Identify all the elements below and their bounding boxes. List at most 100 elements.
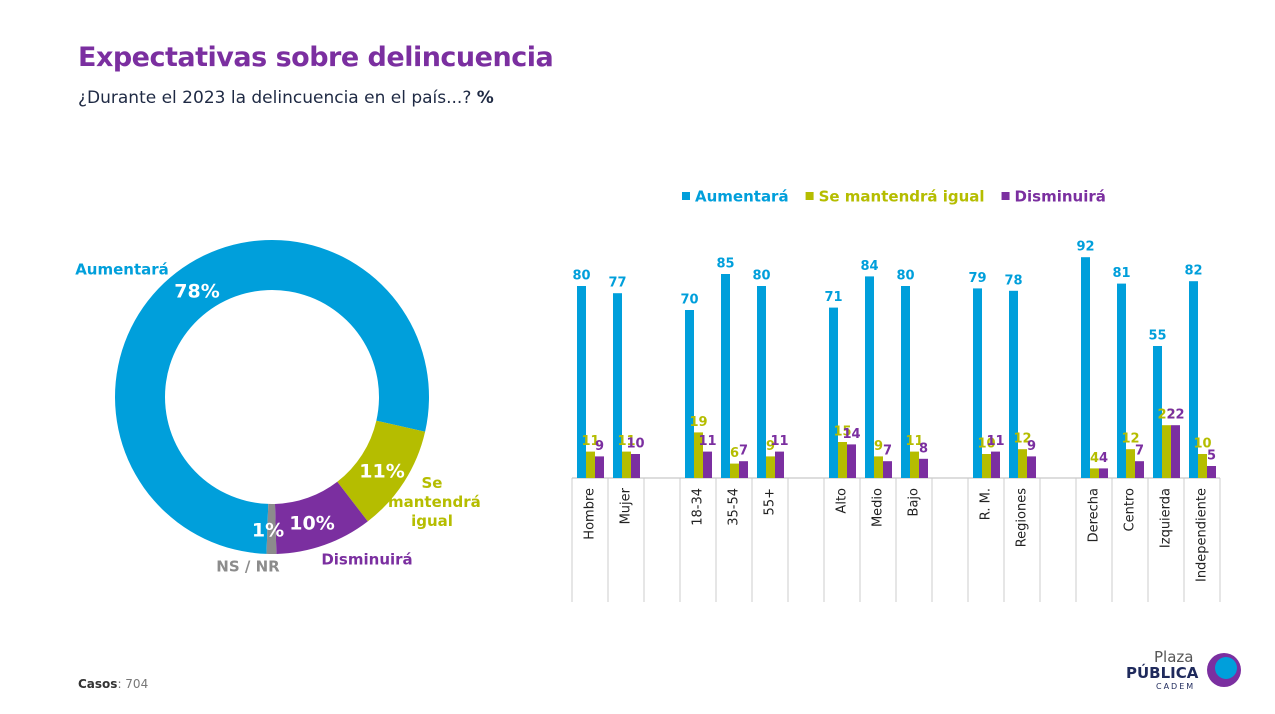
- cases: Casos: 704: [78, 677, 148, 691]
- legend-label: Aumentará: [695, 188, 789, 206]
- bar: [739, 461, 748, 478]
- bar: [919, 458, 928, 478]
- donut-slice: [266, 503, 277, 554]
- value-label: 9: [874, 439, 883, 454]
- slice-label: 78%: [174, 281, 219, 303]
- slice-label: 1%: [252, 520, 284, 542]
- value-label: 9: [595, 439, 604, 454]
- x-tick-label: Derecha: [1087, 488, 1102, 542]
- bar: [766, 456, 775, 478]
- bar: [1117, 283, 1126, 478]
- logo: Plaza PÚBLICA CADEM: [1126, 648, 1198, 691]
- subtitle: ¿Durante el 2023 la delincuencia en el p…: [78, 88, 494, 108]
- bar: [631, 454, 640, 478]
- cases-value: : 704: [117, 677, 149, 691]
- value-label: 6: [730, 446, 739, 461]
- bar: [1009, 290, 1018, 478]
- x-tick-label: R. M.: [979, 488, 994, 520]
- x-tick-label: 18-34: [691, 488, 706, 526]
- title: Expectativas sobre delincuencia: [78, 42, 554, 73]
- bar: [910, 451, 919, 478]
- category-label: Se mantendrá igual: [388, 474, 481, 530]
- bar: [829, 307, 838, 478]
- value-label: 12: [1121, 432, 1139, 447]
- x-tick-label: Centro: [1123, 488, 1138, 531]
- value-label: 10: [1193, 437, 1211, 452]
- bar: [622, 451, 631, 478]
- bar: [586, 451, 595, 478]
- bar: [1027, 456, 1036, 478]
- bar: [1126, 449, 1135, 478]
- value-label: 9: [766, 439, 775, 454]
- value-label: 11: [617, 434, 635, 449]
- bar: [847, 444, 856, 478]
- logo-sub: CADEM: [1156, 682, 1196, 691]
- category-label: NS / NR: [216, 558, 280, 576]
- x-tick-label: Alto: [835, 488, 850, 514]
- value-label: 77: [608, 276, 626, 291]
- value-label: 11: [581, 434, 599, 449]
- value-label: 92: [1076, 240, 1094, 255]
- value-label: 80: [752, 269, 770, 284]
- value-label: 22: [1157, 408, 1175, 423]
- bar: [865, 276, 874, 478]
- legend-label: Se mantendrá igual: [819, 188, 985, 206]
- value-label: 11: [905, 434, 923, 449]
- value-label: 11: [698, 434, 716, 449]
- bar: [838, 442, 847, 478]
- value-label: 19: [689, 415, 707, 430]
- x-tick-label: Independiente: [1195, 488, 1210, 582]
- value-label: 12: [1013, 432, 1031, 447]
- logo-main: PÚBLICA: [1126, 664, 1199, 682]
- bar: [982, 454, 991, 478]
- donut-slice: [337, 420, 426, 522]
- value-label: 79: [968, 271, 986, 286]
- value-label: 80: [896, 269, 914, 284]
- bar: [1207, 466, 1216, 478]
- cases-label: Casos: [78, 677, 118, 691]
- bar: [703, 451, 712, 478]
- value-label: 5: [1207, 449, 1216, 464]
- subtitle-text: ¿Durante el 2023 la delincuencia en el p…: [78, 88, 472, 108]
- bar: [613, 293, 622, 478]
- bar: [973, 288, 982, 478]
- bar: [730, 463, 739, 478]
- legend-swatch: [1001, 192, 1010, 200]
- legend-swatch: [682, 192, 690, 200]
- bar: [1198, 454, 1207, 478]
- legend-swatch: [805, 192, 814, 200]
- bar: [1081, 257, 1090, 478]
- x-tick-label: Mujer: [619, 487, 634, 524]
- bar: [1153, 346, 1162, 478]
- bar: [595, 456, 604, 478]
- bar: [1162, 425, 1171, 478]
- donut-slice: [115, 240, 430, 554]
- category-label: Aumentará: [75, 261, 169, 279]
- unit: %: [476, 88, 494, 108]
- value-label: 78: [1004, 273, 1022, 288]
- bar: [1099, 468, 1108, 478]
- x-tick-label: Regiones: [1015, 488, 1030, 548]
- value-label: 8: [919, 441, 928, 456]
- legend-label: Disminuirá: [1015, 188, 1106, 206]
- value-label: 10: [626, 437, 644, 452]
- value-label: 14: [842, 427, 860, 442]
- slice-label: 10%: [289, 513, 334, 535]
- logo-icon: [1207, 653, 1241, 687]
- value-label: 7: [1135, 444, 1144, 459]
- value-label: 4: [1090, 451, 1099, 466]
- value-label: 82: [1184, 264, 1202, 279]
- bar: [1090, 468, 1099, 478]
- value-label: 10: [977, 437, 995, 452]
- bar: [874, 456, 883, 478]
- value-label: 9: [1027, 439, 1036, 454]
- bar: [1189, 281, 1198, 478]
- value-label: 11: [770, 434, 788, 449]
- bar: [883, 461, 892, 478]
- value-label: 81: [1112, 266, 1130, 281]
- x-tick-label: 55+: [763, 488, 778, 515]
- value-label: 71: [824, 290, 842, 305]
- x-tick-label: Izquierda: [1159, 488, 1174, 548]
- bar: [757, 286, 766, 478]
